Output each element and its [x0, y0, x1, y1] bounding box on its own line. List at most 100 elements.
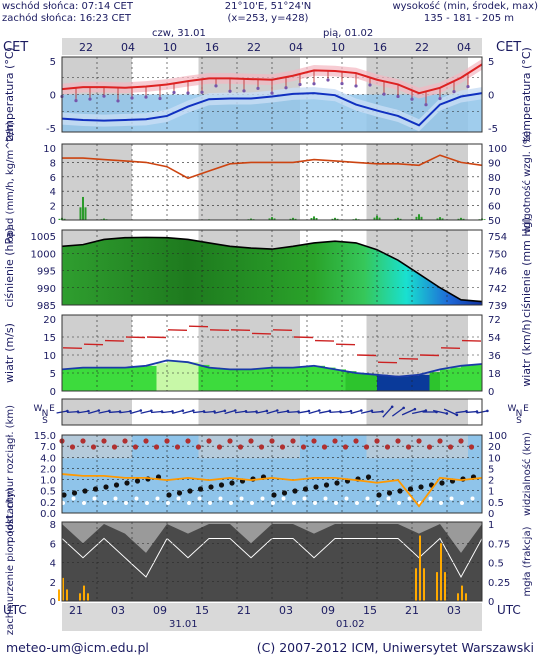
pressure-ytick-right: 746	[488, 267, 507, 278]
high-cloud-dot	[321, 444, 328, 450]
wind-arrow	[77, 410, 89, 414]
mid-cloud-dot	[281, 490, 288, 496]
low-cloud-dot	[208, 501, 212, 505]
dew-range	[62, 87, 482, 132]
wind-arrow	[308, 409, 320, 415]
gust-dash	[398, 357, 419, 360]
cloud-ytick: 6	[50, 539, 56, 550]
precip-bar	[436, 218, 439, 220]
feel-dot	[452, 90, 456, 94]
temperature-line	[61, 63, 483, 95]
precip-bar	[397, 217, 399, 220]
mid-cloud-dot	[218, 482, 225, 488]
wind-arrow	[192, 410, 205, 414]
mid-cloud-dot	[166, 492, 172, 498]
panel-border	[61, 314, 483, 392]
feel-dot	[326, 78, 330, 82]
wind-arrow	[98, 410, 110, 414]
wind-arrow-head	[307, 409, 311, 413]
wind-ytick-left: 10	[43, 351, 56, 362]
wind-speed-fill	[114, 367, 126, 391]
fog-bar	[457, 593, 459, 601]
wind-arrow	[443, 408, 458, 416]
wind-arrow	[203, 410, 215, 414]
pressure-ytick-right: 750	[488, 249, 507, 260]
fog-bar	[419, 535, 421, 601]
pressure-ytick-left: 990	[37, 284, 56, 295]
wind-arrow	[66, 410, 79, 414]
panel-border	[61, 229, 483, 306]
high-cloud-dot	[122, 438, 128, 444]
night-band	[366, 144, 468, 220]
precip-bar	[399, 218, 402, 220]
cloud-light-area	[62, 522, 482, 553]
high-cloud-dot	[237, 444, 244, 450]
wind-arrow	[140, 410, 152, 414]
fog-bar	[465, 593, 467, 601]
high-cloud-dot	[426, 444, 433, 450]
wind-speed-fill	[303, 366, 315, 391]
mid-cloud-dot	[386, 490, 393, 496]
high-cloud-dot	[311, 438, 317, 444]
high-cloud-dot	[101, 438, 107, 444]
low-cloud-dot	[250, 501, 254, 505]
wind-arrow-head	[370, 409, 374, 413]
wind-speed-fill	[398, 376, 409, 391]
low-cloud-dot	[439, 501, 443, 505]
bottom-axis-band	[62, 603, 482, 631]
wind-arrow-head	[445, 412, 449, 415]
gust-dash	[335, 343, 356, 346]
wind-speed-fill	[251, 369, 262, 391]
low-cloud-dot	[355, 501, 359, 505]
mid-cloud-dot	[208, 484, 214, 490]
high-cloud-dot	[300, 444, 307, 450]
fog-bar	[444, 572, 446, 601]
high-cloud-dot	[384, 444, 391, 450]
low-cloud-dot	[428, 496, 433, 501]
cloud-ytick: 0	[50, 597, 56, 608]
fog-bar	[83, 585, 85, 601]
wind-ytick-right: 36	[488, 351, 501, 362]
wind-ytick-right: 54	[488, 333, 501, 344]
wind-arrow-head	[139, 409, 143, 412]
wind-ytick-right: 0	[488, 387, 494, 398]
wind-speed-fill	[156, 363, 168, 391]
feel-dot	[354, 84, 358, 88]
high-cloud-dot	[468, 444, 475, 450]
vis-ylabel: widzialność (km)	[521, 432, 533, 516]
high-cloud-dot	[248, 438, 254, 444]
utc-label-left: UTC	[3, 603, 27, 617]
utc-tick: 03	[279, 604, 293, 617]
cloudbase-ytick: 0.2	[40, 498, 56, 509]
cloudbase-ytick: 15.0	[34, 431, 56, 442]
wind-speed-fill	[429, 372, 441, 391]
fog-bar	[436, 572, 438, 601]
low-cloud-dot	[229, 501, 233, 505]
wind-arrow	[297, 410, 310, 414]
wind-speed-fill	[345, 371, 357, 391]
low-cloud-dot	[344, 496, 349, 501]
gust-dash	[83, 343, 104, 346]
feel-dot	[312, 82, 316, 86]
precip-bar	[394, 218, 397, 220]
wind-arrow	[224, 409, 236, 415]
precip-bar	[82, 196, 84, 220]
wind-speed-fill	[83, 367, 94, 391]
cet-tick: 04	[289, 41, 303, 54]
wind-panel: 0 5 10 15 20 0 18 36 54 72 wiatr (m/s) wiatr (km/h)	[3, 314, 533, 398]
wind-speed-fill	[146, 365, 157, 391]
precip-bar	[103, 218, 105, 220]
cet-tick: 16	[205, 41, 219, 54]
precip-bar	[378, 217, 381, 220]
low-cloud-dot	[386, 496, 391, 501]
wind-arrow-head	[150, 409, 153, 413]
temp-ytick-right: 5	[488, 57, 494, 68]
wind-speed-fill	[230, 369, 241, 391]
low-cloud-dot	[239, 496, 244, 501]
wind-arrow-head	[87, 409, 90, 413]
wind-speed-fill	[240, 369, 252, 391]
high-cloud-dot	[416, 438, 422, 444]
wind-speed-fill	[314, 365, 325, 391]
cet-tick: 10	[331, 41, 345, 54]
gust-dash	[209, 329, 230, 331]
